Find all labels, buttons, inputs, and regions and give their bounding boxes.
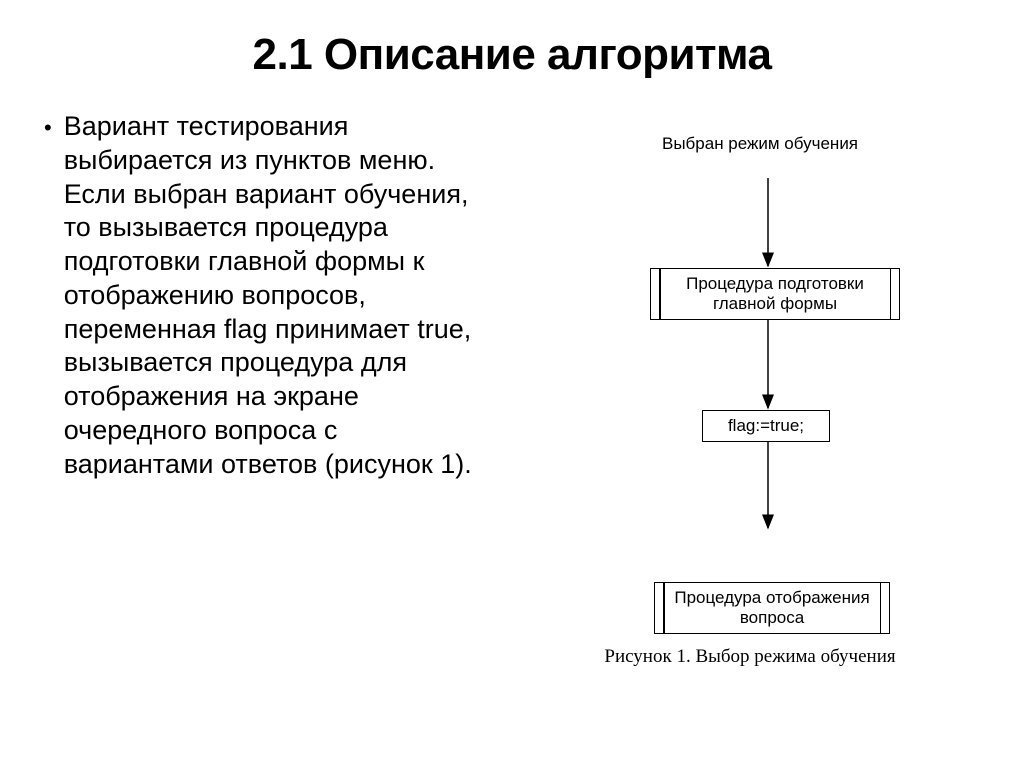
- content-row: • Вариант тестирования выбирается из пун…: [0, 110, 1024, 670]
- figure-caption: Рисунок 1. Выбор режима обучения: [540, 646, 960, 668]
- flow-node-label: Процедура подготовки главной формы: [651, 274, 899, 313]
- flow-node-process-flag: flag:=true;: [702, 410, 830, 442]
- flow-node-label: Процедура отображения вопроса: [655, 588, 889, 627]
- text-column: • Вариант тестирования выбирается из пун…: [40, 110, 500, 670]
- flow-node-subprocess-prepare: Процедура подготовки главной формы: [650, 268, 900, 320]
- flow-node-input: Выбран режим обучения: [630, 110, 890, 178]
- flowchart: Выбран режим обучения Процедура подготов…: [540, 110, 960, 670]
- bullet-text: Вариант тестирования выбирается из пункт…: [64, 110, 480, 481]
- bullet-item: • Вариант тестирования выбирается из пун…: [40, 110, 480, 481]
- bullet-dot-icon: •: [44, 110, 52, 146]
- diagram-column: Выбран режим обучения Процедура подготов…: [500, 110, 994, 670]
- flow-node-label: flag:=true;: [728, 416, 804, 436]
- page-title: 2.1 Описание алгоритма: [0, 0, 1024, 110]
- flow-node-label: Выбран режим обучения: [634, 134, 886, 154]
- flow-node-subprocess-display: Процедура отображения вопроса: [654, 582, 890, 634]
